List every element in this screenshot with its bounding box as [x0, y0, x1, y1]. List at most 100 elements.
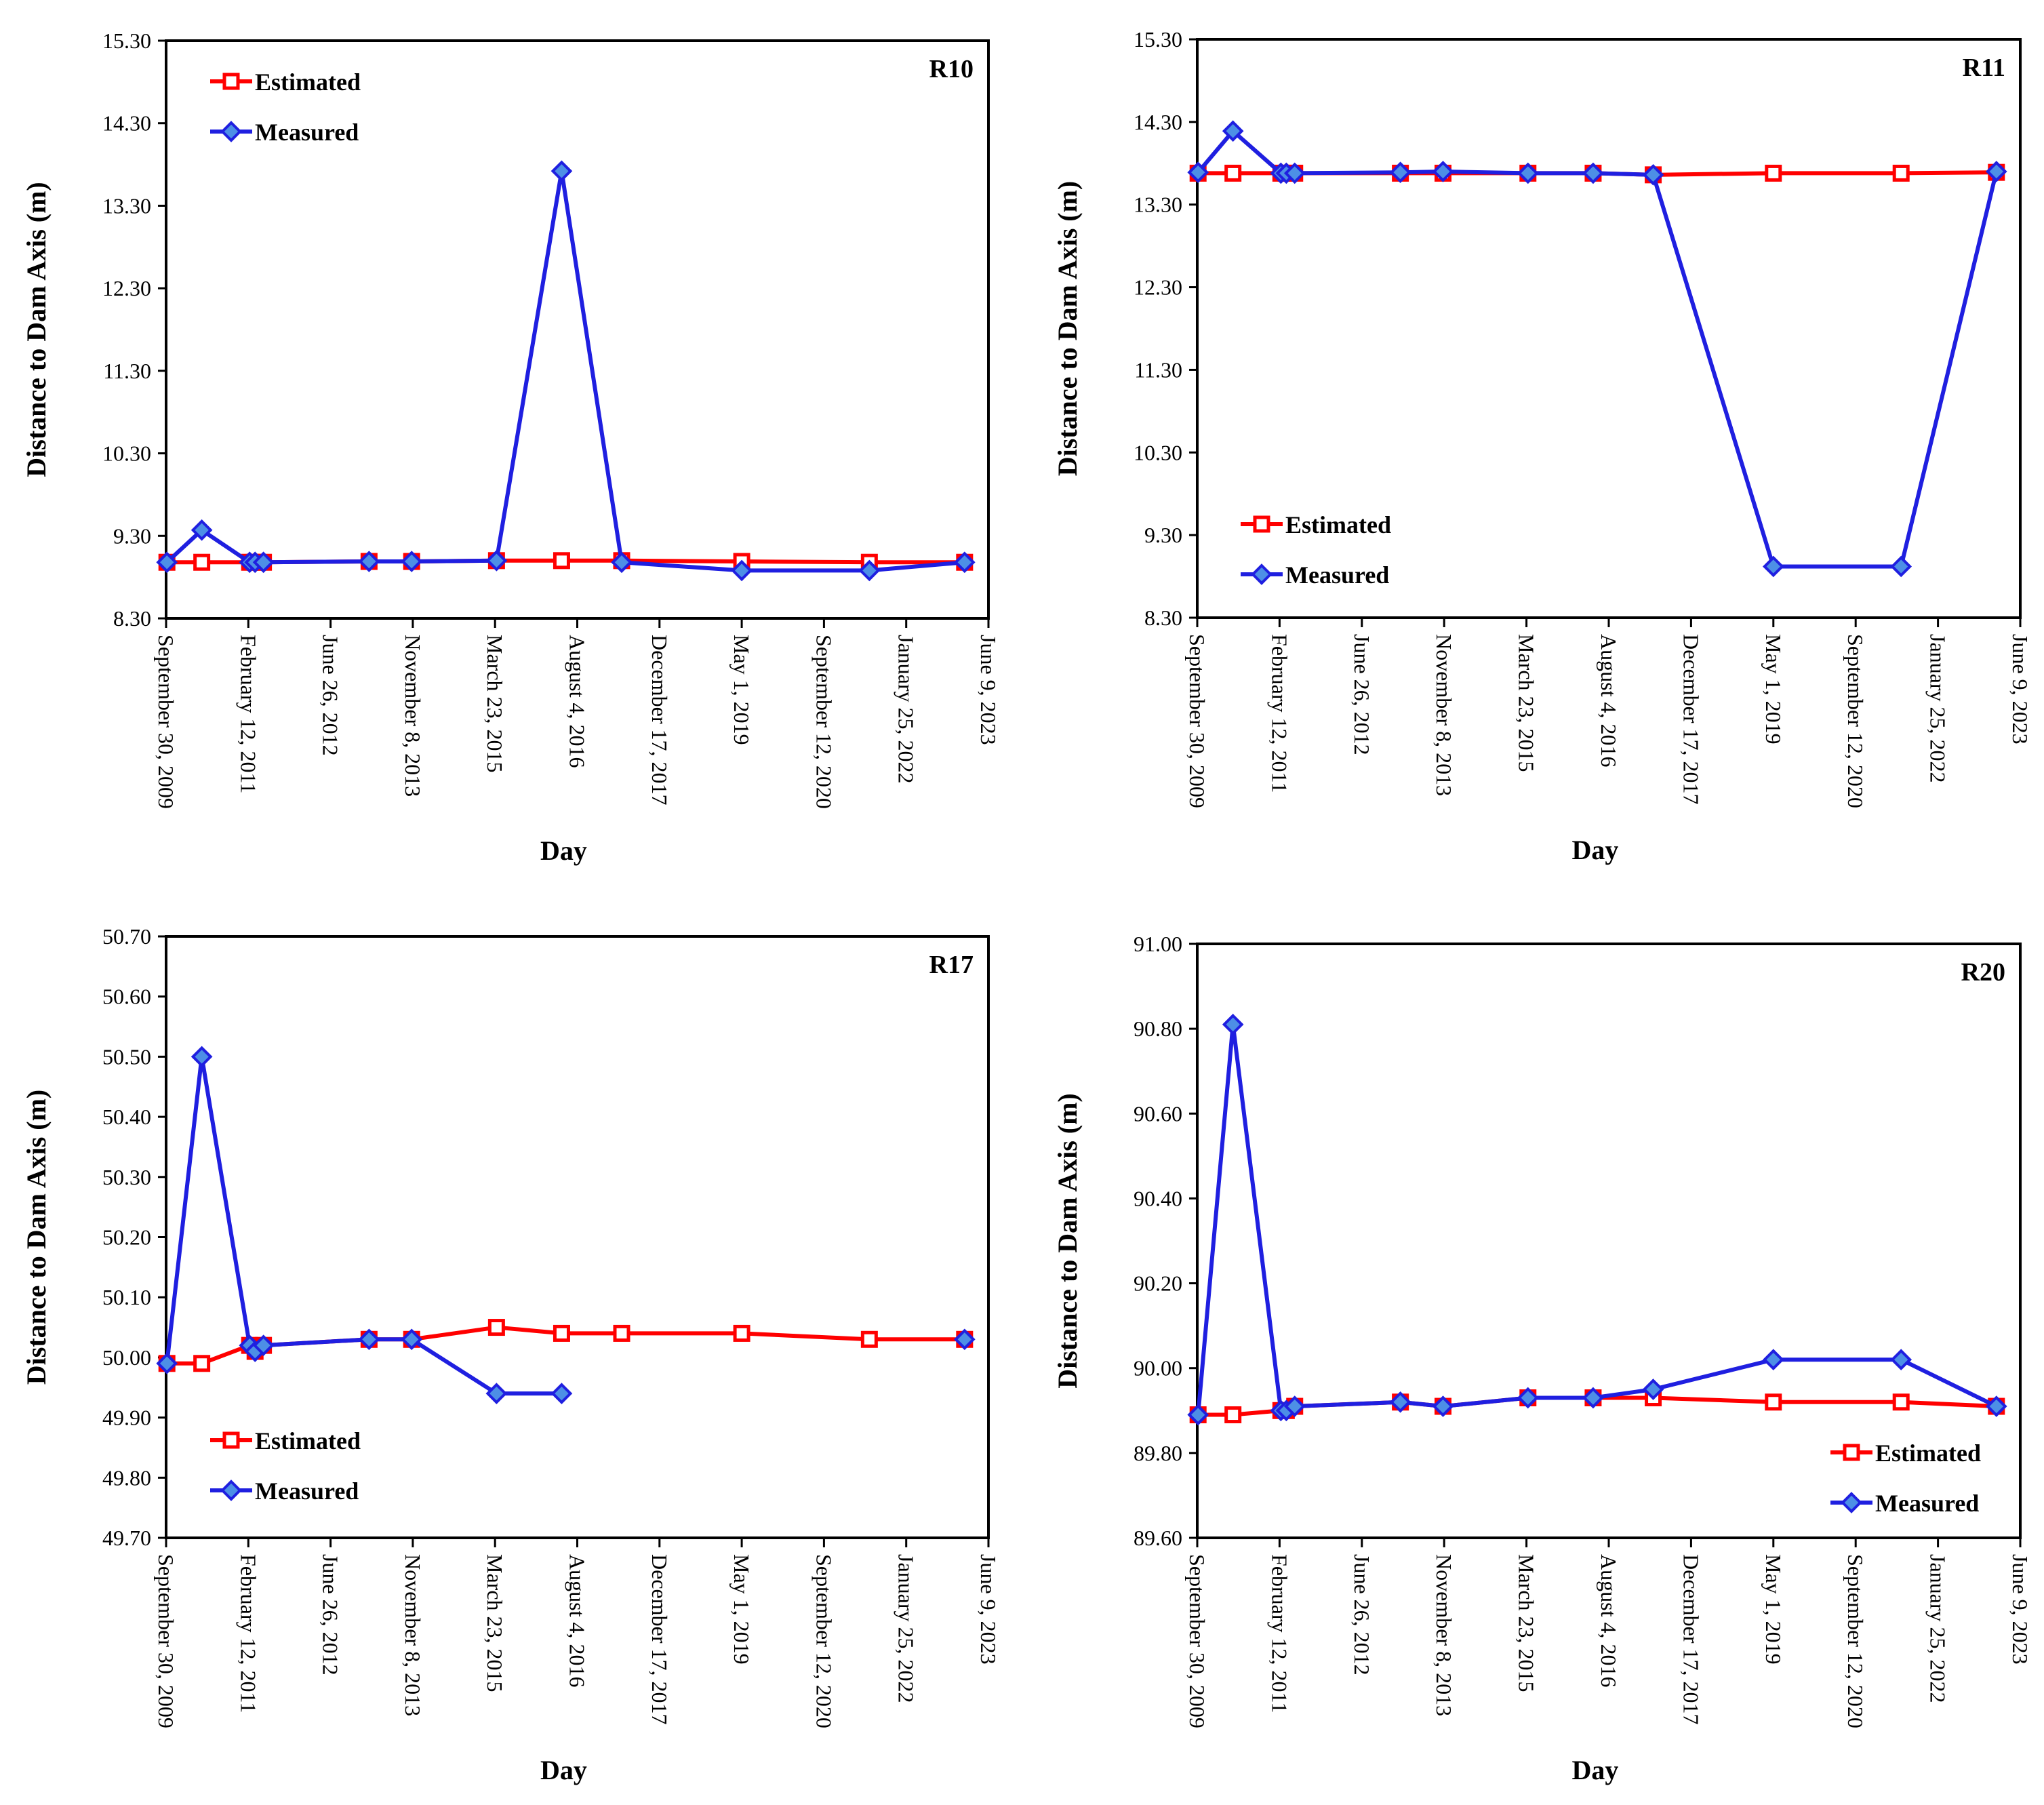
x-tick-label: September 30, 2009: [1185, 1554, 1209, 1728]
legend: Estimated Measured: [1830, 1440, 1981, 1517]
x-tick-label: December 17, 2017: [1679, 1554, 1703, 1724]
measured-point: [1985, 1395, 2007, 1417]
x-tick-label: September 30, 2009: [154, 1554, 178, 1728]
y-axis-title: Distance to Dam Axis (m): [1052, 1093, 1083, 1389]
y-tick-label: 50.70: [102, 924, 151, 949]
measured-point: [1762, 555, 1784, 578]
panel-label: R11: [1963, 54, 2005, 82]
y-axis-title: Distance to Dam Axis (m): [1052, 181, 1083, 477]
panel-label: R20: [1961, 958, 2005, 987]
y-tick-label: 12.30: [102, 276, 151, 300]
x-tick-label: June 9, 2023: [976, 635, 1001, 745]
y-tick-label: 50.60: [102, 985, 151, 1009]
y-tick-label: 11.30: [1134, 357, 1182, 382]
x-tick-label: March 23, 2015: [1515, 634, 1539, 772]
legend-item-measured: Measured: [210, 119, 359, 146]
panel-label: R17: [929, 951, 974, 979]
legend-diamond-icon: [220, 1480, 242, 1501]
y-tick-label: 50.00: [102, 1345, 151, 1370]
x-axis-title: Day: [1572, 835, 1619, 865]
x-tick-label: September 30, 2009: [1185, 634, 1209, 808]
estimated-point: [553, 1324, 570, 1342]
legend-item-estimated: Estimated: [1830, 1440, 1981, 1467]
y-tick-label: 50.10: [102, 1285, 151, 1309]
y-tick-label: 14.30: [1134, 110, 1182, 134]
y-tick-label: 50.30: [102, 1165, 151, 1189]
legend-diamond-icon: [220, 121, 242, 142]
measured-point: [358, 551, 380, 572]
legend-item-estimated: Estimated: [1241, 511, 1391, 538]
measured-point: [191, 519, 213, 541]
estimated-point: [193, 1355, 211, 1372]
y-tick-label: 10.30: [1134, 440, 1182, 464]
measured-point: [485, 549, 508, 572]
x-tick-label: September 12, 2020: [811, 635, 836, 809]
estimated-point: [553, 552, 570, 570]
x-tick-label: December 17, 2017: [647, 1554, 672, 1724]
measured-point: [1642, 164, 1664, 186]
y-tick-label: 90.20: [1134, 1271, 1182, 1296]
y-tick-label: 89.60: [1134, 1526, 1182, 1550]
x-tick-label: February 12, 2011: [236, 1554, 260, 1713]
legend-label: Measured: [255, 119, 359, 146]
measured-point: [1985, 161, 2007, 182]
legend-label: Measured: [1285, 561, 1389, 589]
y-tick-label: 49.90: [102, 1406, 151, 1430]
x-tick-label: March 23, 2015: [483, 635, 507, 773]
measured-point: [1582, 162, 1604, 184]
measured-point: [858, 559, 881, 582]
measured-point: [252, 1334, 275, 1356]
x-tick-label: September 12, 2020: [1843, 634, 1868, 808]
legend-label: Measured: [255, 1477, 359, 1505]
x-tick-label: September 12, 2020: [1843, 1554, 1868, 1728]
measured-point: [953, 551, 976, 574]
y-tick-label: 15.30: [1134, 27, 1182, 52]
x-tick-label: December 17, 2017: [647, 635, 672, 805]
measured-point: [358, 1328, 380, 1351]
measured-point: [1222, 120, 1244, 142]
measured-point: [1283, 1395, 1306, 1417]
y-tick-label: 10.30: [102, 441, 151, 466]
measured-point: [1517, 162, 1539, 184]
x-tick-label: June 9, 2023: [2008, 634, 2032, 745]
measured-point: [953, 1328, 976, 1351]
y-tick-label: 12.30: [1134, 275, 1182, 300]
measured-point: [191, 1046, 213, 1068]
measured-point: [550, 160, 573, 182]
y-tick-label: 14.30: [102, 111, 151, 136]
x-axis-title: Day: [540, 835, 587, 866]
estimated-point: [1224, 1406, 1242, 1424]
x-tick-label: November 8, 2013: [401, 635, 425, 797]
estimated-point: [1765, 164, 1782, 182]
measured-point: [1283, 162, 1306, 184]
x-axis-title: Day: [540, 1755, 587, 1785]
measured-point: [1762, 1349, 1784, 1371]
y-tick-label: 50.50: [102, 1044, 151, 1069]
panel-label: R10: [929, 55, 974, 83]
y-tick-label: 13.30: [1134, 193, 1182, 217]
estimated-point: [860, 1330, 878, 1348]
legend-square-icon: [1843, 1444, 1860, 1461]
x-tick-label: August 4, 2016: [1597, 1554, 1621, 1687]
measured-point: [156, 551, 178, 574]
y-tick-label: 50.40: [102, 1105, 151, 1129]
measured-point: [1432, 1395, 1454, 1417]
x-tick-label: June 9, 2023: [2008, 1554, 2032, 1665]
measured-point: [731, 559, 753, 582]
measured-point: [485, 1383, 508, 1404]
chart-panel-r10: 8.30 9.30 10.30 11.30 12.30 13.30 14.30 15.30 Se…: [21, 28, 1001, 866]
legend-item-estimated: Estimated: [210, 68, 361, 96]
x-tick-label: January 25, 2022: [894, 1554, 919, 1703]
measured-point: [1222, 1014, 1244, 1035]
y-tick-label: 13.30: [102, 193, 151, 218]
x-tick-label: June 26, 2012: [1350, 1554, 1374, 1675]
x-tick-label: August 4, 2016: [565, 635, 590, 768]
y-tick-label: 15.30: [102, 28, 151, 53]
x-tick-label: February 12, 2011: [236, 635, 260, 793]
estimated-point: [193, 553, 211, 571]
chart-panel-r20: 89.60 89.80 90.00 90.20 90.40 90.60 90.80 91.00…: [1052, 932, 2032, 1785]
estimated-point: [1765, 1393, 1782, 1411]
estimated-point: [613, 1324, 630, 1342]
